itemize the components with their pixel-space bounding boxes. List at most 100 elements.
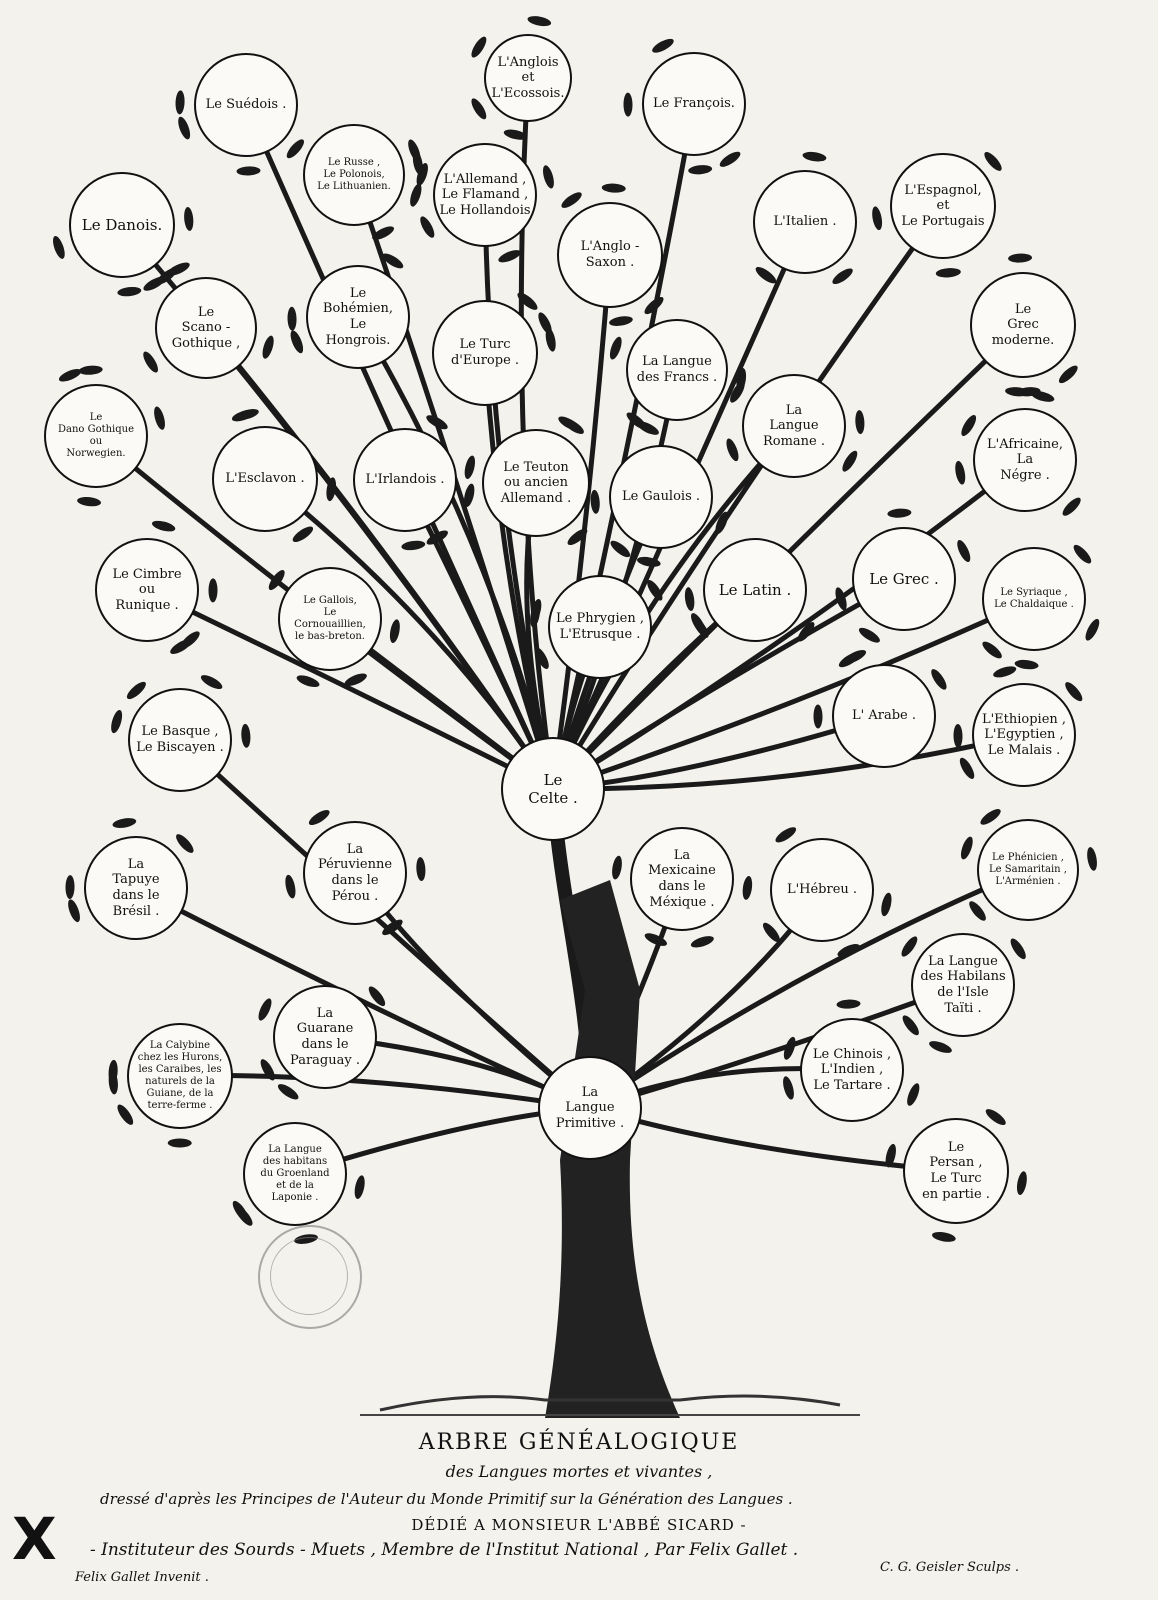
leaf	[58, 369, 82, 382]
leaf	[561, 192, 582, 208]
leaf	[959, 757, 975, 779]
leaf	[354, 1175, 365, 1199]
leaf	[842, 450, 858, 472]
leaf	[835, 587, 847, 611]
language-node-line: dans le	[301, 1037, 349, 1052]
language-node-line: Langue	[565, 1100, 615, 1116]
language-node-line: Le	[947, 1139, 965, 1155]
language-node-line: La	[316, 1005, 334, 1021]
leaf	[178, 116, 191, 140]
language-node-line: Saxon .	[585, 255, 635, 270]
language-node-line: Le Phénicien ,	[992, 852, 1064, 863]
language-node-line: Le Polonois,	[323, 169, 385, 180]
leaf	[783, 1036, 796, 1060]
language-node-line: Runique .	[115, 597, 179, 613]
language-node-grecmoderne: Le Grec moderne.	[970, 272, 1076, 378]
language-node-line: Le Latin .	[718, 581, 792, 599]
leaf	[167, 1138, 192, 1148]
language-node-line: Romane .	[762, 433, 826, 449]
leaf	[885, 1143, 896, 1168]
branch	[587, 867, 1031, 1111]
leaf	[126, 681, 146, 700]
language-node-line: Le Phrygien ,	[556, 611, 644, 627]
leaf	[563, 418, 584, 434]
language-node-allemand: L'Allemand , Le Flamand , Le Hollandois	[433, 143, 537, 247]
leaf	[53, 236, 65, 259]
language-node-line: Le	[349, 285, 367, 301]
leaf	[231, 409, 255, 422]
language-node-line: L'Allemand ,	[443, 171, 527, 187]
branch	[550, 732, 1027, 792]
language-node-anglois: L'Anglois et L'Ecossois.	[484, 34, 572, 122]
leaf	[326, 477, 337, 502]
language-node-gaulois: Le Gaulois .	[609, 445, 713, 549]
leaf	[156, 268, 177, 285]
leaf	[241, 723, 251, 748]
leaf	[797, 622, 815, 642]
language-node-line: Hongrois.	[325, 332, 391, 348]
language-node-primitive: La Langue Primitive .	[538, 1056, 642, 1160]
language-node-line: Le Syriaque ,	[1000, 587, 1068, 598]
leaf	[401, 540, 426, 551]
leaf	[993, 666, 1017, 678]
leaf	[471, 98, 487, 120]
leaf	[184, 206, 194, 231]
language-node-line: Le Cimbre	[112, 566, 182, 582]
language-node-line: La Calybine	[149, 1040, 211, 1051]
leaf	[756, 267, 777, 284]
leaf	[980, 809, 1001, 825]
language-node-hebreu: L'Hébreu .	[770, 838, 874, 942]
language-node-mexicaine: La Mexicaine dans le Méxique .	[630, 827, 734, 931]
leaf	[77, 496, 102, 507]
branch	[550, 252, 613, 792]
tree-leaves	[53, 16, 1100, 1244]
leaf	[344, 673, 367, 687]
language-node-line: Brésil .	[112, 903, 160, 919]
language-node-gallois: Le Gallois, Le Cornouaillien, le bas-breton…	[278, 567, 382, 671]
language-node-line: Le François.	[653, 96, 735, 112]
leaf	[957, 539, 971, 563]
language-node-line: Le Samaritain ,	[989, 864, 1067, 875]
language-node-line: ou ancien	[504, 475, 568, 491]
leaf	[68, 899, 80, 923]
leaf	[690, 936, 714, 948]
caption-title: ARBRE GÉNÉALOGIQUE	[418, 1430, 740, 1455]
leaf	[290, 330, 303, 353]
leaf	[623, 92, 633, 117]
leaf	[170, 639, 192, 654]
language-node-peruvienne: La Péruvienne dans le Pérou .	[303, 821, 407, 925]
leaf	[1085, 618, 1100, 641]
language-node-line: L'Espagnol,	[904, 182, 982, 198]
leaf	[901, 936, 918, 957]
language-node-ethiopien: L'Ethiopien , L'Egyptien , Le Malais .	[972, 683, 1076, 787]
language-node-africaine: L'Africaine, La Négre .	[973, 408, 1077, 512]
leaf	[609, 336, 622, 360]
leaf	[416, 162, 428, 186]
leaf	[644, 296, 664, 315]
leaf	[985, 1109, 1006, 1126]
language-node-line: Dano Gothique	[57, 424, 135, 435]
leaf	[969, 901, 986, 921]
leaf	[503, 129, 528, 140]
language-node-line: Le Portugais	[901, 213, 985, 229]
leaf	[1016, 1171, 1027, 1195]
leaf	[308, 810, 330, 826]
caption: ARBRE GÉNÉALOGIQUE des Langues mortes et…	[0, 1420, 1158, 1600]
leaf	[1087, 847, 1097, 871]
leaf	[953, 723, 963, 748]
branch	[587, 1105, 959, 1174]
library-stamp	[258, 1225, 362, 1329]
language-node-suedois: Le Suédois .	[194, 53, 298, 157]
leaf	[832, 268, 853, 285]
leaf	[1014, 659, 1039, 670]
language-node-arabe: L' Arabe .	[832, 664, 936, 768]
language-node-line: Le Suédois .	[205, 97, 287, 113]
leaf	[416, 857, 426, 882]
leaf	[420, 216, 435, 238]
language-node-teuton: Le Teuton ou ancien Allemand .	[482, 429, 590, 537]
language-node-italien: L'Italien .	[753, 170, 857, 274]
language-node-phenicien: Le Phénicien , Le Samaritain , L'Arménien …	[977, 819, 1079, 921]
caption-sculptor: C. G. Geisler Sculps .	[880, 1560, 1020, 1575]
language-node-line: L'Arménien .	[995, 876, 1061, 887]
language-node-phrygien: Le Phrygien , L'Etrusque .	[548, 575, 652, 679]
